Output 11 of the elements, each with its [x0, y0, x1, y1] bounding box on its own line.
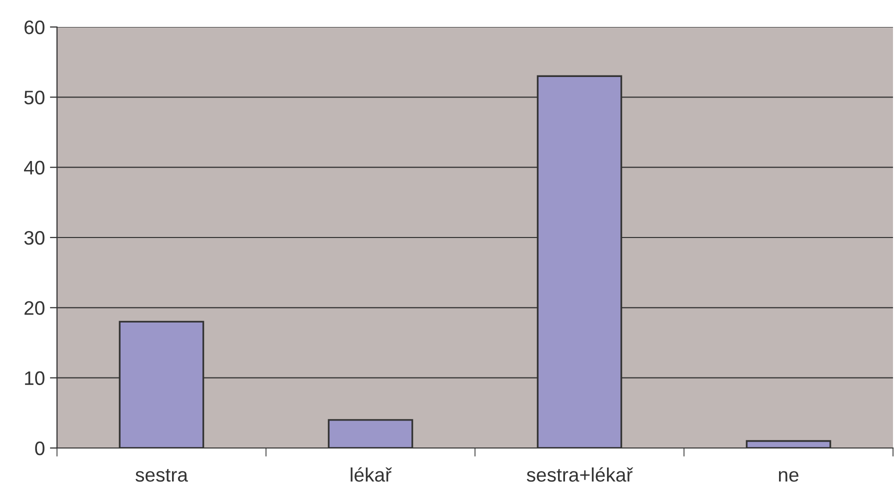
y-tick-label: 60: [24, 20, 44, 34]
y-tick-label: 0: [35, 441, 44, 456]
x-tick-label: ne: [778, 471, 798, 482]
x-tick-label: sestra: [136, 468, 188, 482]
y-tick-label: 10: [25, 371, 44, 386]
x-tick-label: lékař: [350, 467, 392, 482]
y-tick-label: 40: [24, 160, 44, 175]
y-tick-label: 20: [24, 301, 44, 315]
x-tick-label: sestra+lékař: [526, 467, 634, 482]
y-tick-label: 50: [24, 90, 44, 104]
y-tick-label: 30: [24, 230, 44, 245]
